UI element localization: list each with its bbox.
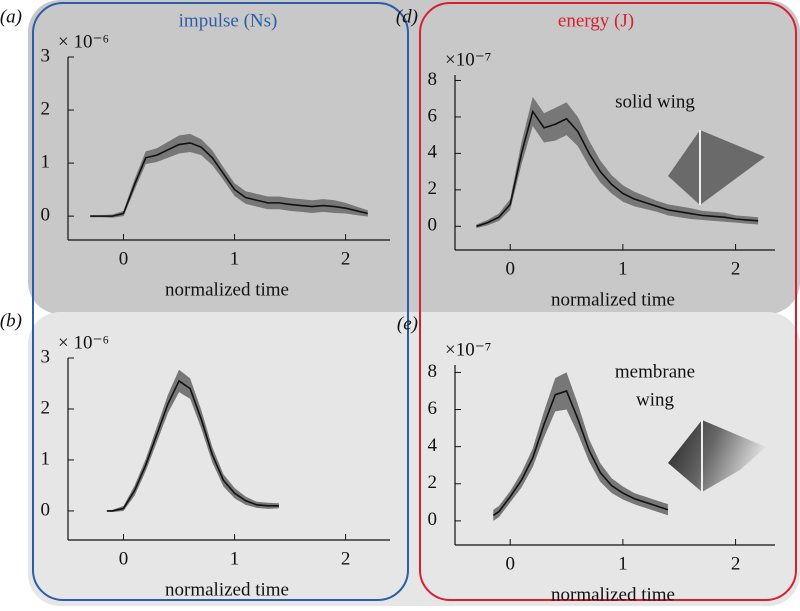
y-tick-label: 1 bbox=[41, 151, 51, 172]
y-tick-label: 2 bbox=[428, 472, 438, 493]
solid-background bbox=[28, 0, 800, 314]
x-tick-label: 0 bbox=[505, 258, 515, 279]
exponent-label: ×10⁻⁷ bbox=[445, 339, 491, 360]
mean-line bbox=[492, 389, 669, 516]
y-tick-label: 0 bbox=[428, 215, 438, 236]
x-tick-label: 2 bbox=[731, 553, 741, 574]
y-tick-label: 2 bbox=[428, 178, 438, 199]
y-tick-label: 8 bbox=[428, 361, 438, 382]
x-tick-label: 0 bbox=[119, 248, 129, 269]
energy-frame bbox=[419, 2, 797, 601]
y-tick-label: 8 bbox=[428, 69, 438, 90]
annotation: membrane bbox=[615, 361, 695, 382]
x-tick-label: 1 bbox=[618, 258, 628, 279]
exponent-label: × 10⁻⁶ bbox=[58, 332, 109, 353]
x-tick-label: 1 bbox=[230, 248, 240, 269]
x-tick-label: 1 bbox=[618, 553, 628, 574]
y-tick-label: 3 bbox=[41, 346, 51, 367]
annotation: solid wing bbox=[615, 91, 695, 112]
panel-label: (e) bbox=[397, 313, 418, 334]
y-tick-label: 0 bbox=[428, 509, 438, 530]
mean-line bbox=[90, 142, 368, 217]
exponent-label: × 10⁻⁶ bbox=[58, 31, 109, 52]
y-tick-label: 2 bbox=[41, 397, 51, 418]
error-band bbox=[493, 372, 668, 521]
impulse-header: impulse (Ns) bbox=[179, 10, 278, 31]
y-tick-label: 1 bbox=[41, 448, 51, 469]
x-tick-label: 2 bbox=[341, 248, 351, 269]
y-tick-label: 0 bbox=[41, 204, 51, 225]
membrane-wing-icon bbox=[668, 420, 766, 492]
mean-line bbox=[106, 379, 279, 512]
impulse-frame bbox=[32, 2, 409, 601]
exponent-label: ×10⁻⁷ bbox=[445, 49, 491, 70]
mean-line bbox=[476, 109, 759, 228]
x-tick-label: 2 bbox=[731, 258, 741, 279]
y-tick-label: 4 bbox=[428, 142, 438, 163]
x-tick-label: 1 bbox=[230, 548, 240, 569]
x-axis-label: normalized time bbox=[165, 579, 289, 600]
error-band bbox=[476, 96, 759, 229]
y-tick-label: 2 bbox=[41, 98, 51, 119]
solid-wing-icon bbox=[668, 130, 765, 205]
x-tick-label: 2 bbox=[341, 548, 351, 569]
x-tick-label: 0 bbox=[119, 548, 129, 569]
x-axis-label: normalized time bbox=[551, 584, 675, 605]
panel-label: (d) bbox=[396, 6, 418, 27]
y-tick-label: 4 bbox=[428, 435, 438, 456]
annotation: wing bbox=[636, 389, 675, 410]
y-tick-label: 3 bbox=[41, 45, 51, 66]
x-axis-label: normalized time bbox=[165, 279, 289, 300]
y-tick-label: 0 bbox=[41, 499, 51, 520]
membrane-background bbox=[28, 312, 800, 606]
panel-label: (b) bbox=[0, 310, 22, 331]
y-tick-label: 6 bbox=[428, 398, 438, 419]
energy-header: energy (J) bbox=[558, 10, 634, 31]
x-axis-label: normalized time bbox=[551, 289, 675, 310]
panel-label: (a) bbox=[0, 6, 22, 27]
error-band bbox=[90, 133, 368, 218]
y-tick-label: 6 bbox=[428, 105, 438, 126]
x-tick-label: 0 bbox=[505, 553, 515, 574]
